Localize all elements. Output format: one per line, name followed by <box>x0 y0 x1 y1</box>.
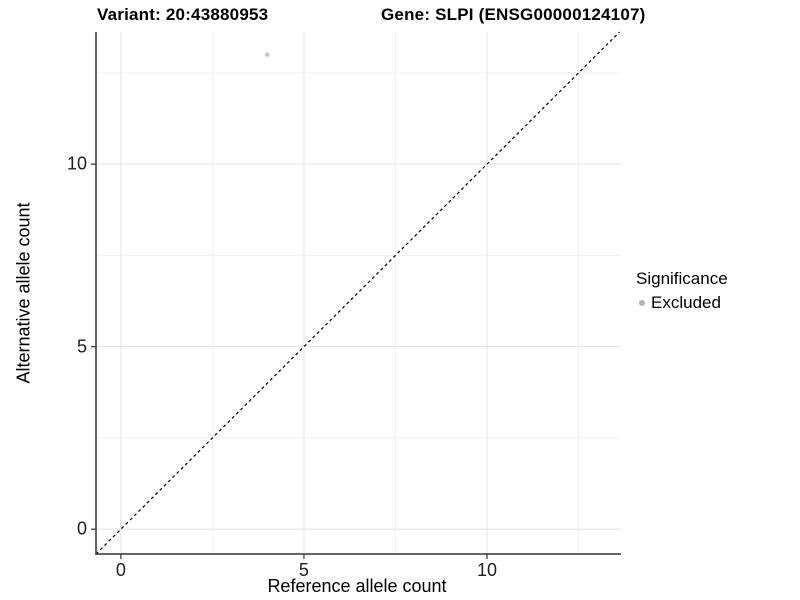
data-point <box>265 52 270 57</box>
y-tick-label: 10 <box>66 153 87 174</box>
plot-title-gene: Gene: SLPI (ENSG00000124107) <box>381 5 646 24</box>
legend-entry-label: Excluded <box>651 293 721 312</box>
legend-title: Significance <box>636 269 728 288</box>
legend: Significance Excluded <box>636 269 800 313</box>
x-tick-label: 0 <box>115 560 126 580</box>
legend-key-dot-icon <box>639 300 645 306</box>
legend-entry-excluded: Excluded <box>636 293 800 313</box>
x-tick-label: 5 <box>298 560 309 580</box>
y-axis-title: Alternative allele count <box>13 202 34 384</box>
x-tick-label: 10 <box>476 560 498 580</box>
y-tick-label: 0 <box>76 518 87 539</box>
plot-title-variant: Variant: 20:43880953 <box>97 5 269 24</box>
identity-dashed-line <box>95 31 620 555</box>
x-axis-title: Reference allele count <box>267 576 447 596</box>
y-tick-label: 5 <box>76 336 87 357</box>
